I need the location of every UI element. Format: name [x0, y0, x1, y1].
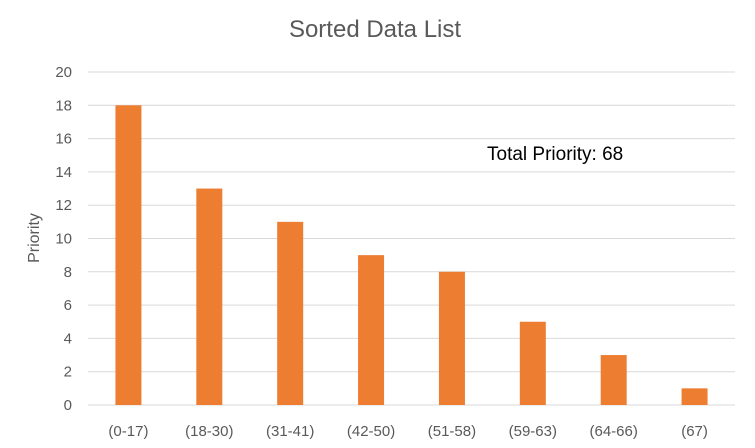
y-tick-label: 12 — [55, 197, 72, 214]
bar — [358, 255, 385, 405]
y-tick-label: 2 — [64, 364, 72, 381]
x-tick-label: (18-30) — [185, 423, 233, 440]
y-tick-label: 18 — [55, 97, 72, 114]
total-priority-annotation: Total Priority: 68 — [487, 144, 623, 165]
y-tick-label: 16 — [55, 131, 72, 148]
y-axis-ticks: 0 2 4 6 8 10 12 14 16 18 20 — [55, 64, 72, 414]
y-tick-label: 4 — [64, 330, 72, 347]
x-tick-label: (51-58) — [428, 423, 476, 440]
bars — [115, 105, 708, 406]
y-tick-label: 8 — [64, 264, 72, 281]
x-axis-ticks: (0-17) (18-30) (31-41) (42-50) (51-58) (59-63… — [108, 423, 707, 440]
x-tick-label: (0-17) — [108, 423, 148, 440]
x-tick-label: (64-66) — [590, 423, 638, 440]
chart-title: Sorted Data List — [289, 16, 461, 43]
bar — [438, 271, 465, 405]
x-tick-label: (67) — [681, 423, 708, 440]
x-tick-label: (31-41) — [266, 423, 314, 440]
y-tick-label: 6 — [64, 297, 72, 314]
y-tick-label: 20 — [55, 64, 72, 81]
bar — [277, 221, 304, 405]
x-tick-label: (59-63) — [509, 423, 557, 440]
x-tick-label: (42-50) — [347, 423, 395, 440]
y-tick-label: 0 — [64, 397, 72, 414]
bar — [519, 321, 546, 405]
gridlines — [88, 71, 735, 406]
y-tick-label: 14 — [55, 164, 72, 181]
bar — [681, 388, 708, 405]
y-axis-label: Priority — [26, 213, 43, 263]
y-tick-label: 10 — [55, 231, 72, 248]
bar — [115, 105, 142, 406]
bar — [600, 355, 627, 405]
bar — [196, 188, 223, 405]
